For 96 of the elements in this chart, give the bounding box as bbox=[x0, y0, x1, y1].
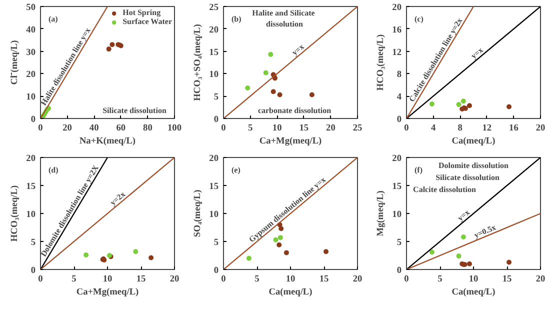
x-tick-label: 12 bbox=[482, 124, 492, 134]
y-tick-label: 15 bbox=[209, 48, 219, 58]
annotation: carbonate dissolution bbox=[258, 106, 332, 115]
x-tick-label: 20 bbox=[352, 274, 362, 284]
text: (b) bbox=[232, 14, 242, 24]
x-tick-label: 0 bbox=[38, 274, 44, 284]
x-tick-label: 10 bbox=[468, 274, 478, 284]
y-tick-label: 40 bbox=[26, 25, 36, 36]
x-tick-label: 40 bbox=[89, 124, 100, 134]
y-tick-label: 20 bbox=[26, 154, 36, 164]
y-tick-label: 0 bbox=[30, 115, 36, 125]
x-axis-title: Ca(meq/L) bbox=[452, 136, 496, 146]
x-tick-label: 5 bbox=[248, 124, 253, 134]
x-tick-label: 20 bbox=[62, 124, 72, 134]
text: (e) bbox=[232, 166, 241, 174]
y-tick-label: 5 bbox=[396, 238, 402, 248]
text: (c) bbox=[414, 14, 424, 24]
x-axis-title: Ca(meq/L) bbox=[452, 288, 496, 298]
x-tick-label: 0 bbox=[38, 124, 44, 134]
x-tick-label: 10 bbox=[272, 124, 282, 134]
y-axis-title: HCO₃(meq/L) bbox=[10, 185, 20, 242]
y-tick-label: 0 bbox=[396, 115, 402, 125]
x-tick-label: 5 bbox=[254, 274, 260, 284]
annotation: Halite and Silicate dissolution bbox=[252, 8, 316, 28]
y-tick-label: 0 bbox=[396, 266, 402, 276]
y-tick-label: 15 bbox=[26, 182, 36, 192]
y-tick-label: 12 bbox=[392, 48, 402, 58]
annotation: y=x bbox=[456, 208, 472, 223]
y-tick-label: 8 bbox=[396, 70, 402, 80]
y-tick-label: 10 bbox=[26, 92, 36, 103]
y-axis-title: HCO₃(meq/L) bbox=[376, 34, 386, 91]
y-axis-title: Cl⁻(meq/L) bbox=[10, 40, 20, 85]
y-tick-label: 50 bbox=[26, 3, 36, 13]
y-tick-label: 15 bbox=[209, 182, 219, 192]
x-tick-label: 0 bbox=[221, 274, 226, 284]
y-tick-label: 20 bbox=[209, 154, 219, 164]
y-tick-label: 5 bbox=[214, 238, 219, 248]
x-tick-label: 20 bbox=[536, 124, 546, 134]
y-tick-label: 4 bbox=[396, 92, 402, 103]
y-tick-label: 0 bbox=[214, 115, 219, 125]
y-tick-label: 5 bbox=[30, 238, 36, 248]
x-tick-label: 20 bbox=[170, 274, 180, 284]
y-tick-label: 20 bbox=[392, 154, 402, 164]
x-axis-title: Ca(meq/L) bbox=[268, 288, 312, 298]
text: (a) bbox=[48, 14, 58, 24]
y-tick-label: 20 bbox=[26, 70, 36, 80]
x-tick-label: 20 bbox=[326, 124, 336, 134]
legend-label: Surface Water bbox=[122, 17, 172, 26]
x-tick-label: 100 bbox=[168, 124, 182, 134]
legend-label: Hot Spring bbox=[122, 8, 161, 17]
annotation: Silicate dissolution bbox=[436, 173, 500, 182]
x-tick-label: 16 bbox=[509, 124, 519, 134]
x-tick-label: 80 bbox=[143, 124, 153, 134]
x-tick-label: 15 bbox=[136, 274, 146, 284]
x-tick-label: 8 bbox=[458, 124, 463, 134]
text: (f) bbox=[414, 166, 423, 174]
x-axis-title: Ca+Mg(meq/L) bbox=[259, 136, 322, 146]
x-tick-label: 5 bbox=[72, 274, 77, 284]
text: (d) bbox=[48, 166, 59, 174]
annotation: Calcite dissolution bbox=[413, 185, 476, 194]
annotation: Silicate dissolution bbox=[102, 106, 167, 115]
y-tick-label: 10 bbox=[392, 210, 402, 220]
x-tick-label: 60 bbox=[116, 124, 126, 134]
x-tick-label: 5 bbox=[438, 274, 443, 284]
annotation: y=x bbox=[469, 46, 485, 61]
x-tick-label: 20 bbox=[536, 274, 546, 284]
y-tick-label: 0 bbox=[30, 266, 36, 276]
annotation: y=x bbox=[290, 42, 306, 58]
x-tick-label: 10 bbox=[286, 274, 296, 284]
y-tick-label: 25 bbox=[209, 3, 219, 13]
annotation: y=0.5x bbox=[472, 222, 498, 240]
y-tick-label: 15 bbox=[392, 182, 402, 192]
y-tick-label: 10 bbox=[209, 210, 219, 220]
y-tick-label: 0 bbox=[214, 266, 219, 276]
y-axis-title: HCO₃+SO₄(meq/L) bbox=[193, 24, 204, 101]
x-tick-label: 10 bbox=[102, 274, 112, 284]
y-tick-label: 20 bbox=[209, 25, 219, 36]
x-tick-label: 15 bbox=[502, 274, 512, 284]
y-tick-label: 10 bbox=[26, 210, 36, 220]
x-axis-title: Ca+Mg(meq/L) bbox=[76, 288, 139, 298]
x-tick-label: 15 bbox=[319, 274, 329, 284]
annotation: Dolomite dissolution bbox=[438, 161, 510, 170]
x-tick-label: 0 bbox=[221, 124, 226, 134]
x-tick-label: 25 bbox=[352, 124, 362, 134]
y-tick-label: 30 bbox=[26, 48, 36, 58]
y-axis-title: Mg(meq/L) bbox=[376, 190, 386, 236]
x-tick-label: 0 bbox=[404, 274, 410, 284]
x-tick-label: 4 bbox=[430, 124, 436, 134]
y-axis-title: SO₄(meq/L) bbox=[193, 190, 204, 238]
x-tick-label: 0 bbox=[404, 124, 410, 134]
x-axis-title: Na+K(meq/L) bbox=[79, 136, 136, 146]
y-tick-label: 10 bbox=[209, 70, 219, 80]
x-tick-label: 15 bbox=[299, 124, 309, 134]
y-tick-label: 20 bbox=[392, 3, 402, 13]
y-tick-label: 5 bbox=[214, 92, 219, 103]
y-tick-label: 16 bbox=[392, 25, 402, 36]
